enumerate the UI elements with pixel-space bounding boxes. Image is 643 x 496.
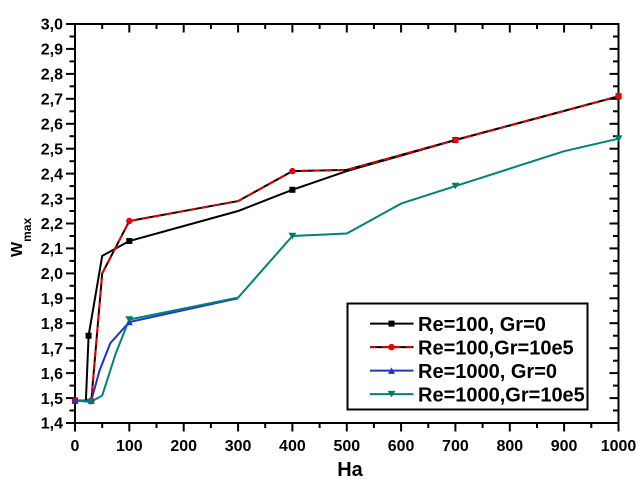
svg-text:2,9: 2,9 xyxy=(41,42,63,59)
svg-text:200: 200 xyxy=(170,438,197,455)
svg-text:2,5: 2,5 xyxy=(41,141,63,158)
svg-text:900: 900 xyxy=(551,438,578,455)
svg-text:Re=1000, Gr=0: Re=1000, Gr=0 xyxy=(418,361,557,383)
svg-text:300: 300 xyxy=(225,438,252,455)
svg-text:Re=100, Gr=0: Re=100, Gr=0 xyxy=(418,314,546,336)
svg-text:2,1: 2,1 xyxy=(41,241,63,258)
svg-text:700: 700 xyxy=(442,438,469,455)
svg-text:2,7: 2,7 xyxy=(41,92,63,109)
svg-text:600: 600 xyxy=(388,438,415,455)
svg-text:400: 400 xyxy=(279,438,306,455)
svg-text:500: 500 xyxy=(333,438,360,455)
svg-text:2,8: 2,8 xyxy=(41,67,63,84)
svg-text:1,5: 1,5 xyxy=(41,391,63,408)
svg-text:2,4: 2,4 xyxy=(41,166,63,183)
svg-text:1000: 1000 xyxy=(601,438,637,455)
svg-text:800: 800 xyxy=(496,438,523,455)
svg-text:1,8: 1,8 xyxy=(41,316,63,333)
svg-text:100: 100 xyxy=(116,438,143,455)
svg-text:Ha: Ha xyxy=(337,459,363,481)
svg-text:2,0: 2,0 xyxy=(41,266,63,283)
svg-text:2,6: 2,6 xyxy=(41,117,63,134)
svg-text:1,7: 1,7 xyxy=(41,341,63,358)
svg-text:Re=100,Gr=10e5: Re=100,Gr=10e5 xyxy=(418,337,574,359)
svg-text:2,2: 2,2 xyxy=(41,216,63,233)
svg-text:0: 0 xyxy=(71,438,80,455)
svg-text:Re=1000,Gr=10e5: Re=1000,Gr=10e5 xyxy=(418,384,585,406)
svg-text:3,0: 3,0 xyxy=(41,17,63,34)
svg-text:1,9: 1,9 xyxy=(41,291,63,308)
svg-text:1,6: 1,6 xyxy=(41,366,63,383)
svg-text:2,3: 2,3 xyxy=(41,191,63,208)
svg-text:1,4: 1,4 xyxy=(41,416,63,433)
